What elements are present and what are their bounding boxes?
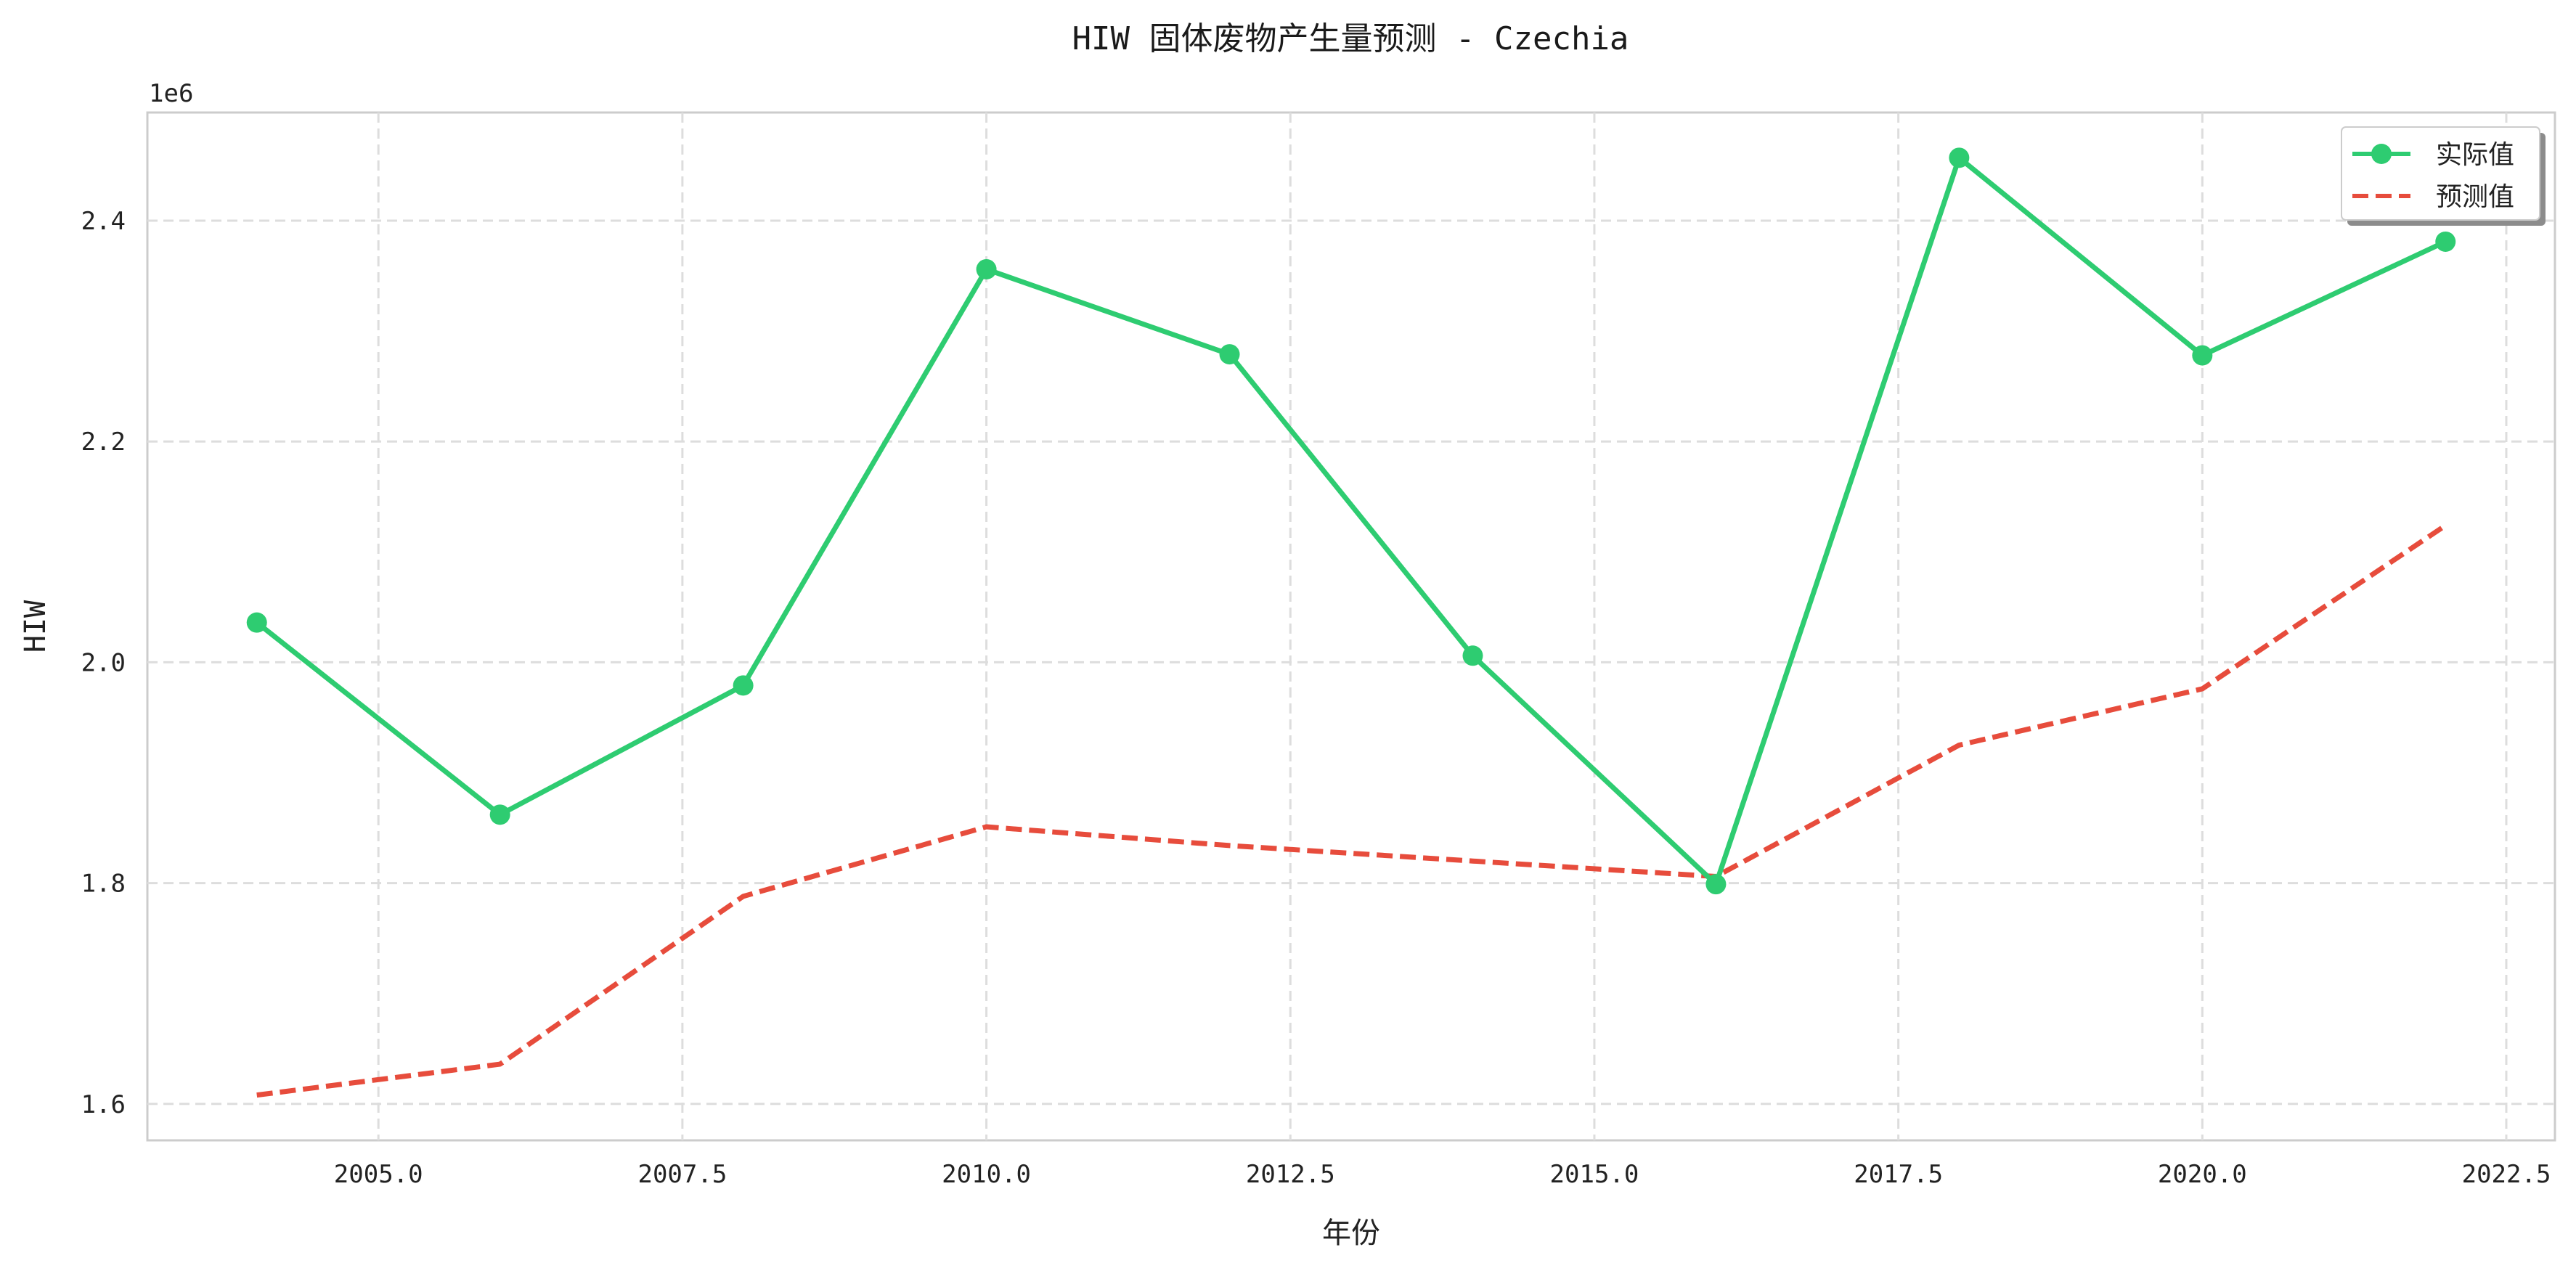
- x-tick-label: 2017.5: [1854, 1160, 1943, 1189]
- x-axis: 2005.0 2007.5 2010.0 2012.5 2015.0 2017.5 2020…: [334, 1160, 2551, 1189]
- x-tick-label: 2005.0: [334, 1160, 423, 1189]
- series-line-predicted: [256, 523, 2447, 1098]
- x-tick-label: 2012.5: [1246, 1160, 1335, 1189]
- y-tick-label: 2.0: [81, 648, 126, 677]
- legend-label-actual: 实际值: [2436, 140, 2514, 170]
- series-line-actual: [255, 155, 2447, 887]
- data-point-actual: [1949, 147, 1970, 168]
- y-tick-label: 2.2: [81, 428, 126, 457]
- x-tick-label: 2007.5: [637, 1160, 727, 1189]
- x-axis-label: 年份: [1322, 1217, 1380, 1250]
- data-point-actual: [733, 675, 754, 696]
- data-point-actual: [1219, 344, 1240, 365]
- y-tick-label: 1.8: [81, 870, 126, 899]
- data-point-actual: [976, 258, 997, 279]
- x-tick-label: 2010.0: [942, 1160, 1031, 1189]
- data-point-actual: [246, 612, 267, 633]
- legend-label-predicted: 预测值: [2436, 182, 2514, 212]
- chart-title: HIW 固体废物产生量预测 - Czechia: [1072, 20, 1629, 57]
- y-axis-label: HIW: [19, 600, 52, 653]
- series-layer: [246, 147, 2456, 1098]
- data-point-actual: [2435, 231, 2456, 252]
- x-tick-label: 2022.5: [2462, 1160, 2551, 1189]
- data-point-actual: [1462, 645, 1483, 666]
- y-axis: 1.6 1.8 2.0 2.2 2.4: [81, 207, 126, 1119]
- data-point-actual: [1705, 874, 1727, 895]
- grid-lines: [147, 113, 2555, 1140]
- data-point-actual: [489, 804, 510, 825]
- y-tick-label: 2.4: [81, 207, 126, 236]
- y-tick-label: 1.6: [81, 1090, 126, 1119]
- x-tick-label: 2015.0: [1550, 1160, 1639, 1189]
- y-offset-label: 1e6: [149, 79, 193, 108]
- plot-frame: [146, 111, 2556, 1142]
- x-tick-label: 2020.0: [2158, 1160, 2247, 1189]
- legend-marker-actual: [2371, 144, 2392, 164]
- legend: 实际值 预测值: [2341, 126, 2546, 226]
- data-point-actual: [2192, 345, 2213, 366]
